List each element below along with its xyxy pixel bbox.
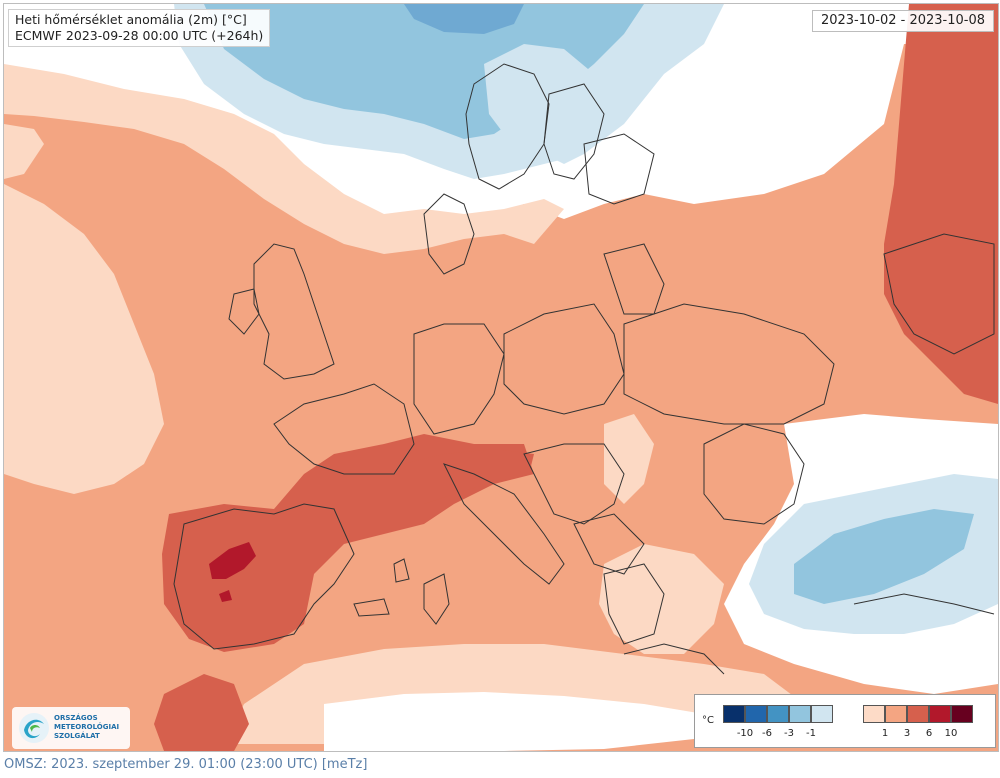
logo-line-2: METEOROLÓGIAI: [54, 723, 120, 731]
atlantic-light-warm-west: [4, 124, 44, 179]
legend-warm-tick-label: 6: [925, 728, 933, 739]
southeast-cold: [794, 509, 974, 604]
legend-cold-swatch: [789, 705, 811, 723]
legend-unit: °C: [702, 715, 714, 726]
legend-cold-tick-label: -10: [736, 728, 754, 739]
iberia-hot-core: [209, 542, 256, 579]
legend-warm-tick-label: 10: [944, 728, 958, 739]
north-light-warm-zone: [4, 64, 564, 254]
legend-warm-tick-label: 3: [903, 728, 911, 739]
forecast-period-box: 2023-10-02 - 2023-10-08: [811, 10, 994, 32]
legend-cold-swatch: [745, 705, 767, 723]
country-borders: [173, 63, 995, 675]
legend-warm-swatch: [929, 705, 951, 723]
logo-line-3: SZOLGÁLAT: [54, 732, 100, 740]
forecast-period: 2023-10-02 - 2023-10-08: [820, 13, 985, 28]
anomaly-map: [4, 4, 998, 751]
omsz-logo: ORSZÁGOS METEOROLÓGIAI SZOLGÁLAT: [12, 707, 130, 749]
greece-light: [599, 544, 724, 654]
scandinavia-light-cold: [484, 44, 604, 164]
legend-cold-tick-label: -3: [784, 728, 794, 739]
legend-cold-tick-label: -6: [762, 728, 772, 739]
map-frame: Heti hőmérséklet anomália (2m) [°C] ECMW…: [3, 3, 999, 752]
alps-warm-zone: [404, 449, 534, 504]
legend-cold-swatch: [811, 705, 833, 723]
east-warm-zone: [884, 4, 998, 404]
legend-cold-swatch: [723, 705, 745, 723]
logo-swirl-icon: [19, 713, 49, 743]
map-title-box: Heti hőmérséklet anomália (2m) [°C] ECMW…: [8, 9, 271, 47]
north-colder-zone: [404, 4, 524, 34]
legend-cold-swatches: [723, 705, 833, 723]
logo-line-1: ORSZÁGOS: [54, 714, 98, 722]
atlantic-light-warm: [4, 184, 164, 494]
legend-cold-swatch: [767, 705, 789, 723]
legend-warm-swatch: [863, 705, 885, 723]
legend-warm-swatches: [863, 705, 973, 723]
legend-warm-swatch: [885, 705, 907, 723]
map-title: Heti hőmérséklet anomália (2m) [°C]: [15, 12, 247, 27]
color-legend: °C -10 -6 -3 -1 1 3 6 10: [694, 694, 996, 748]
logo-text: ORSZÁGOS METEOROLÓGIAI SZOLGÁLAT: [54, 714, 119, 741]
footer-credit: OMSZ: 2023. szeptember 29. 01:00 (23:00 …: [4, 757, 368, 772]
mediterranean-neutral: [324, 692, 704, 751]
iberia-hot-spot: [219, 590, 232, 602]
north-africa-warm: [154, 674, 249, 751]
legend-cold-tick-label: -1: [806, 728, 816, 739]
legend-warm-tick-label: 1: [881, 728, 889, 739]
legend-warm-swatch: [907, 705, 929, 723]
legend-warm-swatch: [951, 705, 973, 723]
model-run-label: ECMWF 2023-09-28 00:00 UTC (+264h): [15, 28, 264, 43]
balkan-light: [604, 414, 654, 504]
